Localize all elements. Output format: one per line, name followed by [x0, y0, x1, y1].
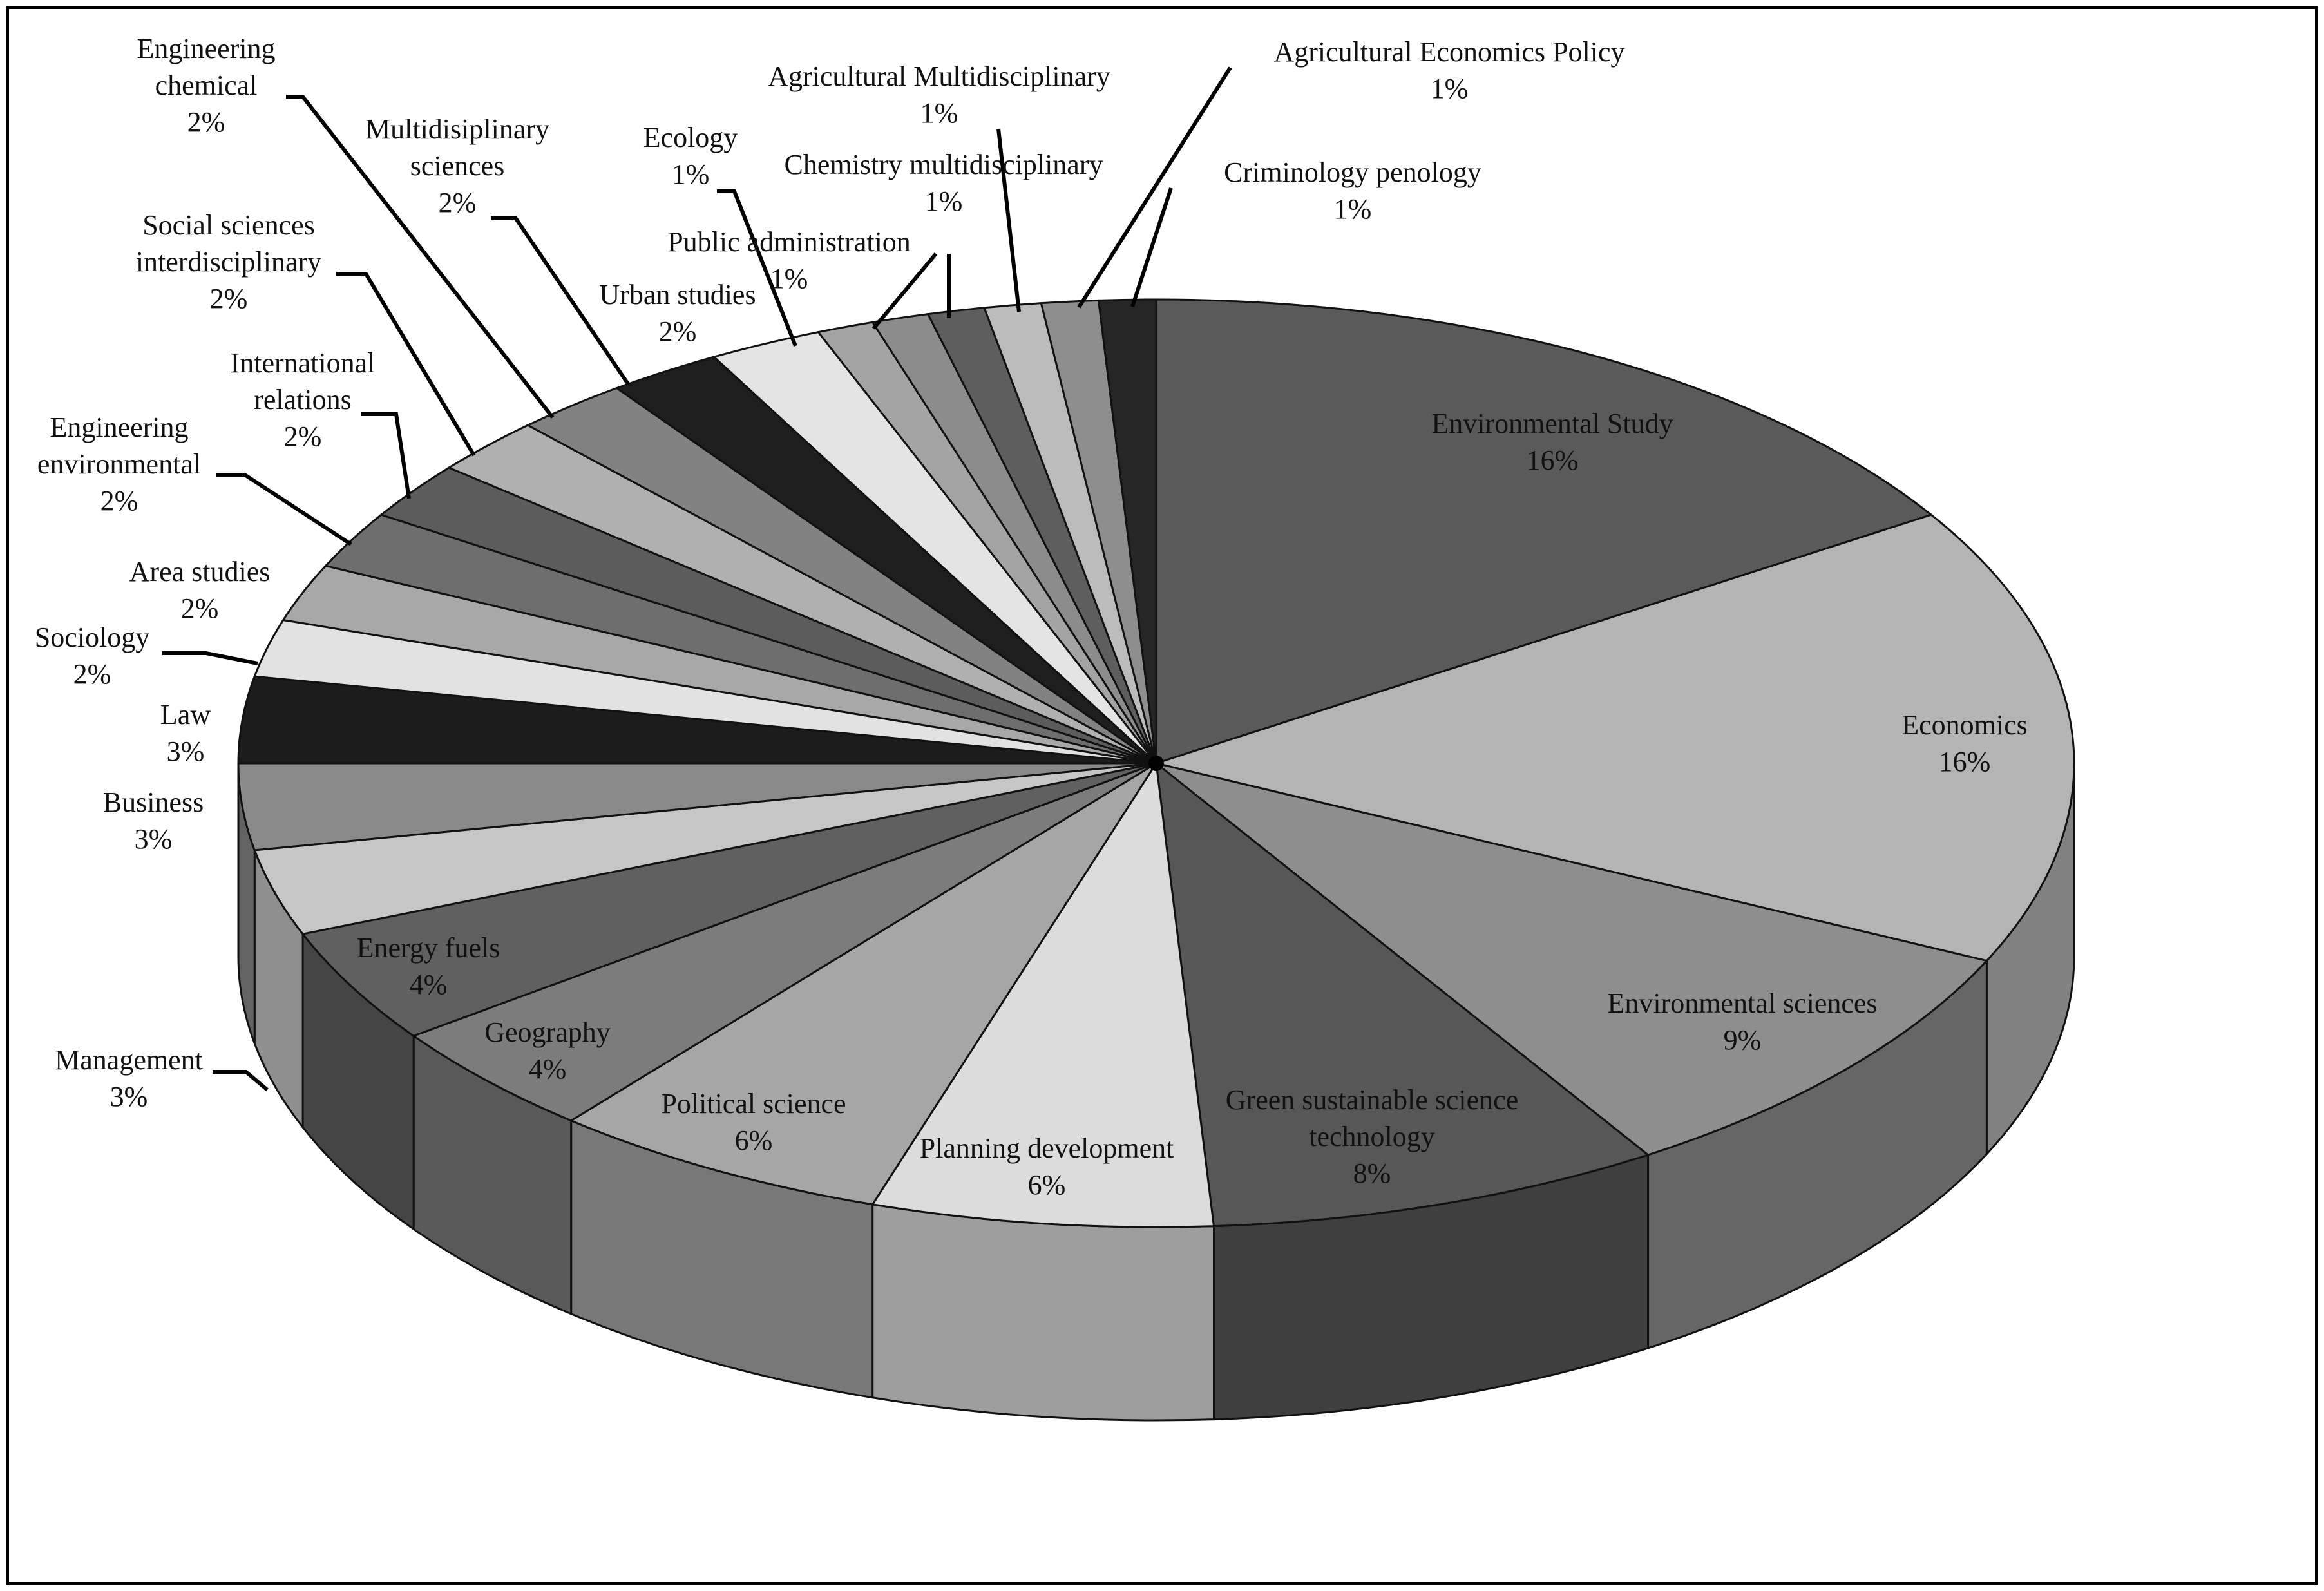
pie-top-faces [237, 298, 2075, 1228]
slice-label-geography: Geography [484, 1016, 611, 1048]
slice-percent-environmental-study: 16% [1527, 444, 1579, 476]
slice-percent-engineering-environmental: 2% [100, 485, 138, 517]
slice-label-area-studies: Area studies [129, 556, 271, 587]
leader-engineering-chemical [286, 95, 555, 419]
leader-multidisiplinary-sciences [491, 216, 630, 385]
pie-slice-energy-fuels [301, 762, 1157, 1037]
slice-percent-agricultural-multidisciplinary: 1% [920, 97, 958, 129]
slice-label-environmental-study: Environmental Study [1431, 408, 1673, 439]
slice-label-business: Business [103, 786, 204, 818]
pie-slice-political-science [569, 762, 1157, 1206]
slice-label-green-sustainable-science-technology: technology [1309, 1121, 1435, 1152]
slice-percent-environmental-sciences: 9% [1724, 1024, 1762, 1056]
leader-public-administration [872, 252, 938, 330]
slice-label-multidisiplinary-sciences: Multidisiplinary [365, 113, 549, 145]
slice-label-ecology: Ecology [643, 122, 738, 153]
pie-slice-geography [411, 762, 1157, 1122]
pie-slice-green-sustainable-science-technology [1155, 761, 1650, 1228]
slice-percent-political-science: 6% [735, 1125, 773, 1156]
leader-agricultural-economics-policy [1077, 66, 1232, 309]
slice-percent-area-studies: 2% [181, 593, 219, 624]
slice-label-agricultural-economics-policy: Agricultural Economics Policy [1274, 36, 1625, 68]
slice-label-engineering-environmental: environmental [37, 448, 201, 480]
slice-label-public-administration: Public administration [667, 226, 911, 258]
slice-label-international-relations: relations [254, 384, 352, 415]
slice-percent-management: 3% [110, 1081, 148, 1112]
slice-percent-ecology: 1% [672, 158, 710, 190]
leader-engineering-environmental [216, 473, 352, 546]
leader-social-sciences-interdisciplinary [336, 272, 476, 457]
slice-label-political-science: Political science [661, 1088, 846, 1119]
slice-percent-law: 3% [167, 736, 205, 767]
slice-percent-energy-fuels: 4% [410, 969, 448, 1000]
slice-percent-agricultural-economics-policy: 1% [1431, 73, 1469, 104]
slice-percent-geography: 4% [529, 1053, 567, 1085]
slice-label-economics: Economics [1901, 709, 2028, 741]
slice-percent-criminology-penology: 1% [1334, 193, 1372, 225]
slice-label-international-relations: International [231, 347, 376, 379]
slice-percent-green-sustainable-science-technology: 8% [1353, 1158, 1391, 1189]
slice-label-engineering-chemical: chemical [155, 70, 258, 101]
leader-lines [162, 66, 1232, 1092]
pie-slice-management [253, 762, 1157, 935]
pie-slice-economics [1152, 513, 2075, 962]
slice-label-management: Management [55, 1044, 203, 1076]
slice-percent-multidisiplinary-sciences: 2% [439, 187, 477, 218]
slice-label-law: Law [160, 699, 211, 730]
slice-label-urban-studies: Urban studies [599, 279, 756, 310]
leader-international-relations [361, 412, 411, 499]
slice-labels: Environmental Study 16% Economics 16% Enviro… [35, 33, 2028, 1201]
slice-label-sociology: Sociology [35, 622, 149, 653]
leader-criminology-penology [1130, 187, 1173, 307]
slice-label-criminology-penology: Criminology penology [1224, 157, 1481, 188]
pie-center [1148, 756, 1164, 771]
slice-label-social-sciences-interdisciplinary: interdisciplinary [136, 246, 321, 278]
slice-label-engineering-chemical: Engineering [137, 33, 275, 64]
pie-slice-environmental-sciences [1156, 762, 1989, 1156]
slice-label-engineering-environmental: Engineering [50, 412, 188, 443]
slice-label-energy-fuels: Energy fuels [357, 932, 500, 964]
slice-percent-public-administration: 1% [770, 263, 808, 294]
slice-percent-sociology: 2% [73, 658, 111, 690]
leader-ecology [717, 189, 797, 347]
pie-slice-planning-development [871, 760, 1215, 1228]
leader-sociology [162, 651, 258, 665]
leader-management [213, 1070, 269, 1092]
slice-percent-international-relations: 2% [284, 421, 322, 452]
slice-label-planning-development: Planning development [920, 1132, 1174, 1164]
slice-percent-planning-development: 6% [1028, 1169, 1066, 1201]
slice-label-agricultural-multidisciplinary: Agricultural Multidisciplinary [768, 61, 1110, 92]
pie-slice-environmental-study [1155, 298, 1934, 765]
slice-percent-social-sciences-interdisciplinary: 2% [210, 283, 248, 314]
pie-slice-business [237, 762, 1157, 852]
pie-side-planning-development [872, 1203, 1215, 1422]
slice-percent-economics: 16% [1939, 746, 1991, 777]
slice-percent-engineering-chemical: 2% [187, 106, 225, 138]
slice-percent-urban-studies: 2% [659, 316, 697, 347]
slice-label-green-sustainable-science-technology: Green sustainable science [1226, 1084, 1518, 1116]
slice-label-environmental-sciences: Environmental sciences [1607, 987, 1877, 1019]
pie-slice-criminology-penology [1097, 298, 1157, 764]
slice-percent-chemistry-multidisciplinary: 1% [925, 186, 963, 217]
leader-agricultural-multidisciplinary [996, 128, 1021, 312]
slice-label-multidisiplinary-sciences: sciences [410, 150, 505, 182]
slice-label-chemistry-multidisciplinary: Chemistry multidisciplinary [785, 149, 1103, 180]
slice-label-social-sciences-interdisciplinary: Social sciences [142, 209, 315, 241]
slice-percent-business: 3% [135, 823, 173, 855]
